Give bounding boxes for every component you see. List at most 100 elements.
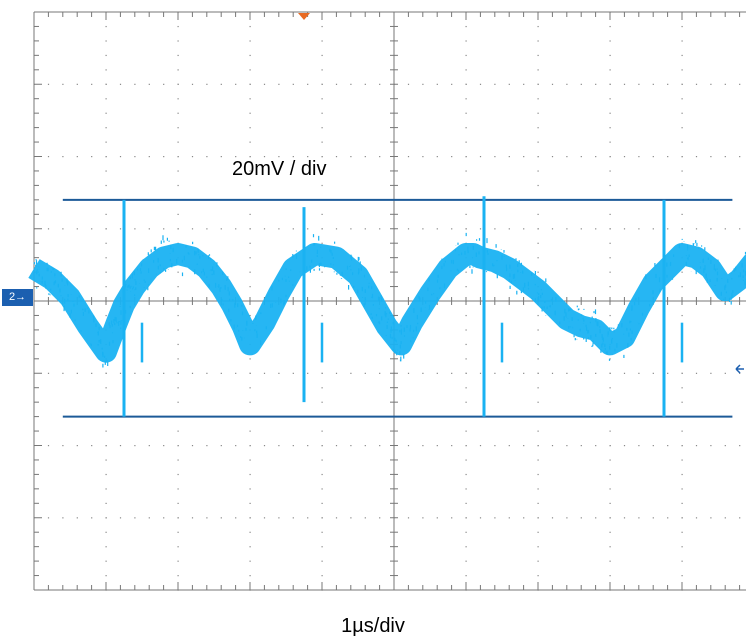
grid-dot <box>609 517 611 519</box>
grid-dot <box>105 83 107 85</box>
grid-dot <box>537 575 539 577</box>
signal-spikes <box>122 196 684 417</box>
grid-dot <box>710 83 712 85</box>
grid-dot <box>681 286 683 288</box>
grid-dot <box>523 156 525 158</box>
grid-dot <box>249 401 251 403</box>
grid-dot <box>681 575 683 577</box>
grid-dot <box>465 25 467 28</box>
grid-dot <box>508 372 510 374</box>
grid-dot <box>465 459 467 461</box>
grid-dot <box>119 156 122 158</box>
grid-dot <box>609 488 611 490</box>
grid-dot <box>177 575 179 577</box>
grid-dot <box>537 156 539 158</box>
grid-dot <box>652 83 654 85</box>
grid-dot <box>105 141 107 143</box>
grid-dot <box>681 83 683 85</box>
grid-dot <box>177 445 179 447</box>
grid-dot <box>710 228 712 230</box>
grid-dot <box>364 83 366 85</box>
grid-dot <box>91 445 93 447</box>
grid-dot <box>105 314 107 317</box>
grid-dot <box>451 372 453 374</box>
grid-dot <box>364 228 366 230</box>
grid-dot <box>249 488 251 490</box>
grid-dot <box>465 83 467 85</box>
grid-dot <box>62 445 64 447</box>
grid-dot <box>177 314 179 317</box>
grid-dot <box>537 242 539 244</box>
grid-dot <box>235 517 237 519</box>
grid-dot <box>249 430 251 432</box>
grid-dot <box>177 560 179 562</box>
grid-dot <box>364 372 366 374</box>
grid-dot <box>321 546 323 548</box>
grid-dot <box>595 228 597 230</box>
grid-dot <box>609 372 611 374</box>
grid-dot <box>249 54 251 57</box>
grid-dot <box>609 445 611 447</box>
grid-dot <box>105 257 107 259</box>
grid-dot <box>465 387 467 389</box>
grid-dot <box>335 445 338 447</box>
grid-dot <box>263 83 266 85</box>
grid-dot <box>220 517 222 519</box>
grid-dot <box>609 98 611 100</box>
grid-dot <box>105 531 107 533</box>
grid-dot <box>105 560 107 562</box>
grid-dot <box>537 127 539 129</box>
grid-dot <box>695 372 698 374</box>
grid-dot <box>263 445 266 447</box>
channel-2-marker: 2→ <box>2 289 33 306</box>
vertical-scale-label: 20mV / div <box>232 158 327 180</box>
grid-dot <box>422 228 424 230</box>
grid-dot <box>177 271 179 273</box>
grid-dot <box>465 228 467 230</box>
grid-dot <box>76 517 78 519</box>
grid-dot <box>681 213 683 215</box>
grid-dot <box>105 286 107 288</box>
grid-dot <box>465 358 467 360</box>
grid-dot <box>177 286 179 288</box>
grid-dot <box>321 459 323 461</box>
grid-dot <box>191 156 194 158</box>
grid-dot <box>235 156 237 158</box>
grid-dot <box>335 156 338 158</box>
grid-dot <box>537 141 539 143</box>
grid-dot <box>177 329 179 331</box>
grid-dot <box>335 83 338 85</box>
grid-dot <box>451 228 453 230</box>
grid-dot <box>47 228 50 230</box>
grid-dot <box>105 271 107 273</box>
grid-dot <box>321 242 323 244</box>
series-line <box>28 243 746 363</box>
grid-dot <box>623 517 626 519</box>
grid-dot <box>263 156 266 158</box>
grid-dot <box>609 141 611 143</box>
grid-dot <box>321 575 323 577</box>
grid-dot <box>235 228 237 230</box>
grid-dot <box>537 170 539 172</box>
grid-dot <box>523 445 525 447</box>
grid-dot <box>379 372 381 374</box>
grid-dot <box>206 228 208 230</box>
grid-dot <box>465 314 467 317</box>
grid-dot <box>465 40 467 42</box>
grid-dot <box>177 372 179 374</box>
grid-dot <box>249 170 251 172</box>
grid-dot <box>263 517 266 519</box>
grid-dot <box>638 517 640 519</box>
grid-dot <box>379 83 381 85</box>
grid-dot <box>177 184 179 187</box>
grid-dot <box>508 156 510 158</box>
grid-dot <box>307 445 309 447</box>
grid-dot <box>105 213 107 215</box>
grid-dot <box>321 112 323 114</box>
grid-dot <box>537 257 539 259</box>
grid-dot <box>537 387 539 389</box>
grid-dot <box>206 83 208 85</box>
grid-dot <box>681 459 683 461</box>
grid-dot <box>523 517 525 519</box>
grid-dot <box>62 517 64 519</box>
